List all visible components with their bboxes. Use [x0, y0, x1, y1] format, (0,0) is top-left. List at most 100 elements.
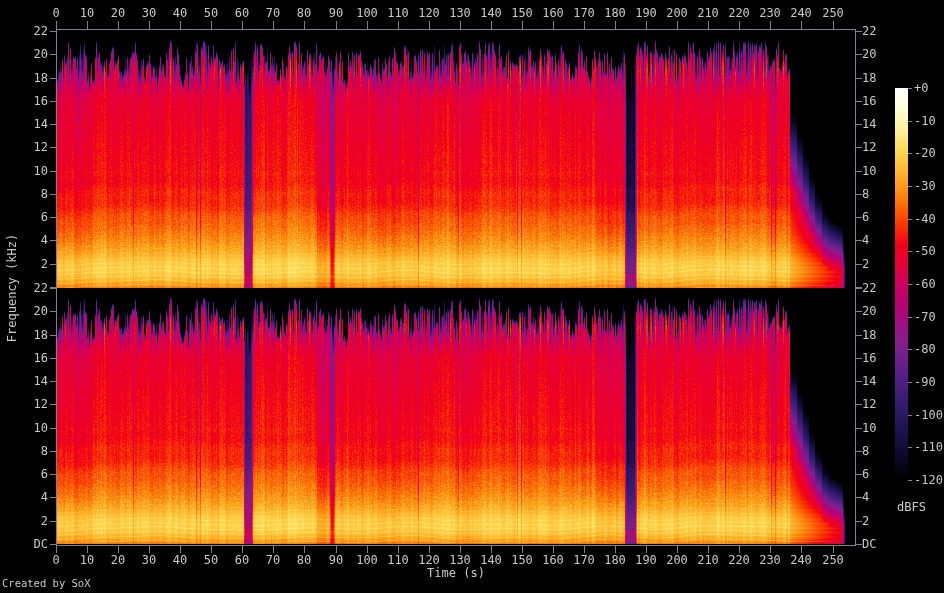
time-tick-label-bottom: 70: [266, 553, 280, 567]
freq-tick-label-left: 12: [0, 140, 48, 154]
time-tick-label-bottom: 220: [728, 553, 750, 567]
time-tick-label-top: 210: [697, 6, 719, 20]
freq-tick-label-right: 4: [862, 490, 869, 504]
freq-tick-label-right: 18: [862, 328, 876, 342]
time-tick-label-top: 80: [297, 6, 311, 20]
colorbar-tick-label: -50: [914, 244, 936, 258]
freq-tick-label-left: 22: [0, 24, 48, 38]
time-tick-label-bottom: 140: [480, 553, 502, 567]
time-tick-label-top: 130: [449, 6, 471, 20]
colorbar-tick-label: -20: [914, 146, 936, 160]
time-tick-label-bottom: 100: [356, 553, 378, 567]
freq-tick-label-left: 14: [0, 117, 48, 131]
freq-tick-label-left: 22: [0, 281, 48, 295]
time-tick-label-bottom: 230: [759, 553, 781, 567]
freq-tick-label-right: 4: [862, 233, 869, 247]
freq-tick-label-left: 14: [0, 374, 48, 388]
time-tick-label-top: 70: [266, 6, 280, 20]
freq-tick-label-right: DC: [862, 537, 876, 551]
time-tick-label-top: 60: [235, 6, 249, 20]
freq-tick-label-right: 12: [862, 397, 876, 411]
colorbar-tick-label: -80: [914, 342, 936, 356]
time-tick-label-top: 170: [573, 6, 595, 20]
time-tick-label-bottom: 90: [329, 553, 343, 567]
time-tick-label-bottom: 30: [142, 553, 156, 567]
time-tick-label-bottom: 10: [80, 553, 94, 567]
freq-tick-label-right: 2: [862, 514, 869, 528]
freq-tick-label-left: 6: [0, 210, 48, 224]
time-tick-label-bottom: 130: [449, 553, 471, 567]
sox-spectrogram: Frequency (kHz) Time (s) dBFS Created by…: [0, 0, 944, 593]
time-tick-label-top: 250: [822, 6, 844, 20]
spectrogram-canvas: [0, 0, 944, 593]
colorbar-tick-label: -60: [914, 277, 936, 291]
freq-tick-label-right: 10: [862, 421, 876, 435]
time-tick-label-bottom: 200: [666, 553, 688, 567]
time-tick-label-bottom: 180: [604, 553, 626, 567]
freq-tick-label-right: 20: [862, 304, 876, 318]
freq-tick-label-right: 22: [862, 281, 876, 295]
freq-tick-label-right: 6: [862, 467, 869, 481]
freq-tick-label-left: 16: [0, 94, 48, 108]
freq-tick-label-left: 2: [0, 257, 48, 271]
freq-tick-label-right: 6: [862, 210, 869, 224]
freq-tick-label-left: 8: [0, 444, 48, 458]
time-tick-label-bottom: 80: [297, 553, 311, 567]
freq-tick-label-right: 14: [862, 117, 876, 131]
time-tick-label-top: 40: [173, 6, 187, 20]
freq-tick-label-left: DC: [0, 537, 48, 551]
colorbar-tick-label: -110: [914, 440, 943, 454]
time-tick-label-top: 240: [790, 6, 812, 20]
freq-tick-label-right: 20: [862, 47, 876, 61]
time-tick-label-top: 230: [759, 6, 781, 20]
time-tick-label-top: 100: [356, 6, 378, 20]
time-tick-label-bottom: 60: [235, 553, 249, 567]
time-tick-label-top: 200: [666, 6, 688, 20]
colorbar-tick-label: -120: [914, 473, 943, 487]
freq-tick-label-left: 16: [0, 351, 48, 365]
freq-tick-label-left: 4: [0, 233, 48, 247]
freq-tick-label-right: 2: [862, 257, 869, 271]
freq-tick-label-left: 18: [0, 71, 48, 85]
time-tick-label-bottom: 150: [511, 553, 533, 567]
freq-tick-label-right: 22: [862, 24, 876, 38]
time-tick-label-top: 30: [142, 6, 156, 20]
freq-tick-label-right: 16: [862, 94, 876, 108]
time-tick-label-bottom: 250: [822, 553, 844, 567]
freq-tick-label-left: 12: [0, 397, 48, 411]
time-tick-label-bottom: 160: [542, 553, 564, 567]
time-tick-label-top: 50: [204, 6, 218, 20]
time-tick-label-bottom: 0: [52, 553, 59, 567]
time-tick-label-top: 20: [111, 6, 125, 20]
time-axis-title: Time (s): [427, 566, 485, 580]
time-tick-label-top: 140: [480, 6, 502, 20]
freq-tick-label-left: 6: [0, 467, 48, 481]
sox-credit: Created by SoX: [2, 577, 91, 589]
freq-tick-label-left: 8: [0, 187, 48, 201]
freq-tick-label-right: 18: [862, 71, 876, 85]
time-tick-label-bottom: 170: [573, 553, 595, 567]
time-tick-label-bottom: 40: [173, 553, 187, 567]
time-tick-label-top: 180: [604, 6, 626, 20]
time-tick-label-bottom: 20: [111, 553, 125, 567]
time-tick-label-top: 190: [635, 6, 657, 20]
time-tick-label-top: 220: [728, 6, 750, 20]
freq-tick-label-right: 16: [862, 351, 876, 365]
colorbar-unit-label: dBFS: [897, 500, 926, 514]
colorbar-tick-label: -30: [914, 179, 936, 193]
time-tick-label-bottom: 190: [635, 553, 657, 567]
freq-tick-label-right: 14: [862, 374, 876, 388]
time-tick-label-top: 150: [511, 6, 533, 20]
colorbar-tick-label: -40: [914, 212, 936, 226]
time-tick-label-top: 90: [329, 6, 343, 20]
colorbar-tick-label: -100: [914, 408, 943, 422]
freq-tick-label-right: 12: [862, 140, 876, 154]
freq-tick-label-left: 2: [0, 514, 48, 528]
freq-tick-label-left: 18: [0, 328, 48, 342]
time-tick-label-top: 120: [418, 6, 440, 20]
colorbar-tick-label: +0: [914, 81, 928, 95]
time-tick-label-top: 160: [542, 6, 564, 20]
freq-tick-label-right: 8: [862, 187, 869, 201]
time-tick-label-bottom: 110: [387, 553, 409, 567]
freq-tick-label-left: 10: [0, 421, 48, 435]
